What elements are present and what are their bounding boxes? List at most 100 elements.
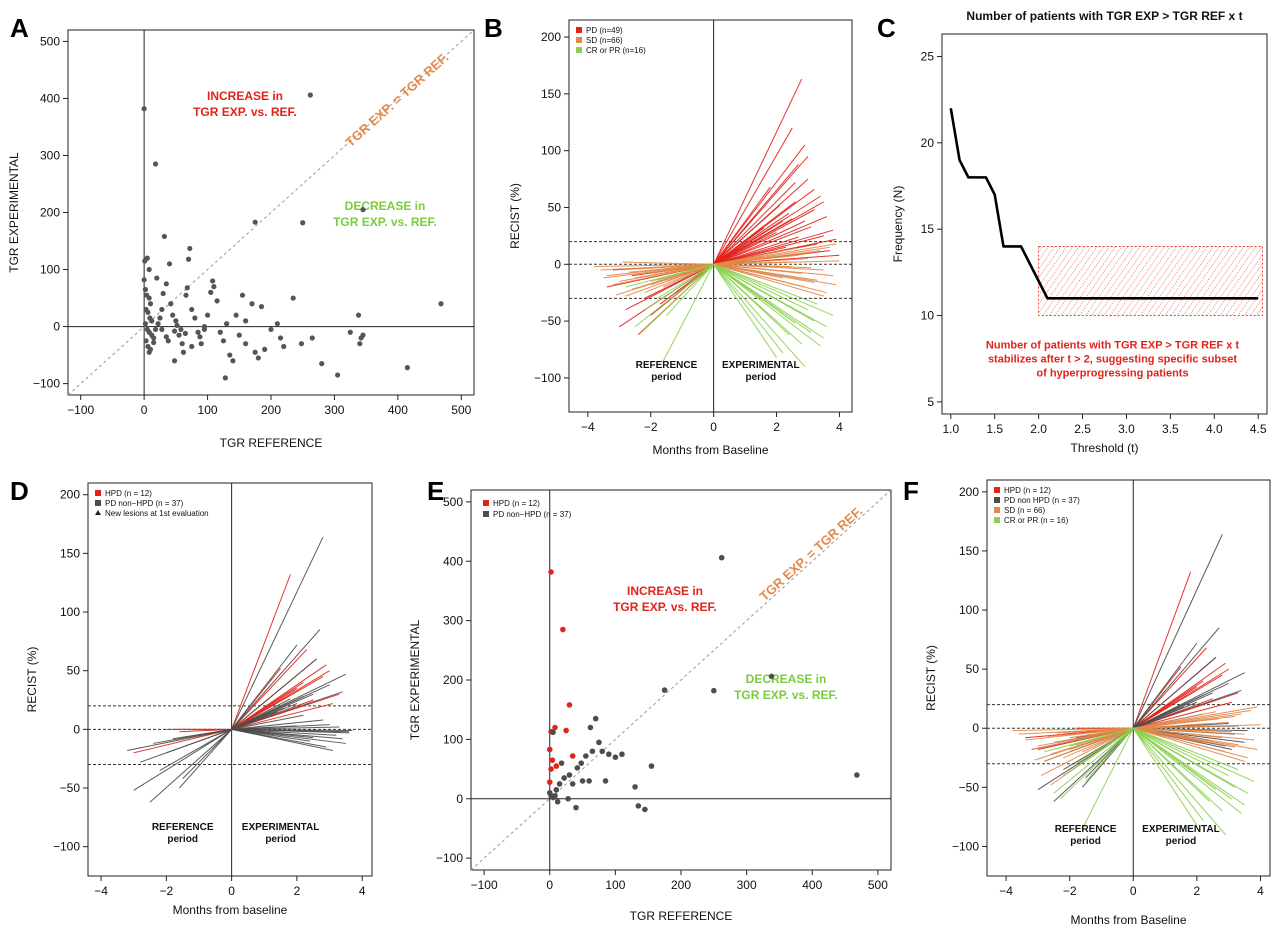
y-tick-label: 200 [40, 206, 60, 220]
legend-label: HPD (n = 12) [493, 499, 540, 508]
x-tick-label: −100 [471, 878, 498, 892]
plot-frame [986, 479, 1271, 877]
scatter-point [648, 763, 655, 769]
scatter-point [198, 341, 204, 347]
patient-trajectory [713, 144, 806, 265]
y-tick-label: 300 [40, 148, 60, 162]
patient-trajectory [628, 263, 714, 273]
scatter-point [163, 281, 169, 287]
y-tick-label: 200 [60, 488, 80, 502]
scatter-point [160, 290, 166, 297]
scatter-point [583, 753, 589, 759]
scatter-point [563, 727, 569, 734]
x-tick-label: 2 [1194, 884, 1201, 898]
scatter-point [152, 161, 159, 167]
scatter-point [569, 753, 576, 759]
patient-trajectory [231, 728, 353, 732]
increase-annotation: TGR EXP. vs. REF. [193, 105, 297, 119]
patient-trajectory [644, 263, 714, 311]
scatter-point [552, 724, 558, 731]
y-tick-label: 20 [921, 136, 935, 150]
patient-trajectory [713, 78, 803, 265]
patient-trajectory [713, 263, 809, 311]
patient-trajectory [713, 263, 812, 269]
patient-trajectory [1133, 727, 1236, 748]
x-tick-label: 2 [294, 884, 301, 898]
patient-trajectory [231, 728, 333, 751]
legend-swatch [994, 507, 1000, 513]
scatter-point [243, 318, 249, 324]
increase-annotation: TGR EXP. vs. REF. [613, 600, 717, 614]
scatter-point [223, 321, 230, 327]
patient-trajectory [625, 263, 714, 297]
patient-trajectory [713, 263, 812, 333]
patient-trajectory [133, 728, 232, 791]
scatter-point [549, 757, 556, 763]
x-axis-label: TGR REFERENCE [630, 909, 733, 923]
y-tick-label: 0 [456, 792, 463, 806]
panel-label: B [484, 13, 503, 43]
scatter-point [171, 358, 178, 364]
patient-trajectory [625, 263, 714, 311]
scatter-point [201, 323, 207, 330]
patient-trajectory [1133, 727, 1232, 733]
reference-period-label: REFERENCE [152, 822, 214, 833]
scatter-point [556, 781, 563, 787]
patient-trajectory [1133, 689, 1242, 729]
patient-trajectory [179, 729, 233, 789]
patient-trajectory [1132, 686, 1198, 729]
patient-trajectory [1132, 727, 1226, 835]
patient-trajectory [231, 714, 304, 730]
scatter-point [214, 298, 220, 304]
y-tick-label: 100 [959, 603, 979, 617]
x-tick-label: 3.5 [1162, 422, 1179, 436]
patient-trajectory [713, 182, 796, 265]
y-tick-label: 300 [443, 614, 463, 628]
scatter-point [179, 341, 185, 347]
patient-trajectory [1133, 727, 1226, 753]
legend-label: PD (n=49) [586, 26, 623, 35]
y-tick-label: 400 [443, 554, 463, 568]
x-tick-label: −2 [160, 884, 174, 898]
patient-trajectory [713, 127, 793, 265]
x-tick-label: 2.0 [1030, 422, 1047, 436]
legend-label: SD (n = 66) [1004, 506, 1045, 515]
scatter-point [143, 338, 149, 344]
x-tick-label: −4 [581, 420, 595, 434]
legend-swatch [483, 511, 489, 517]
y-tick-label: 50 [548, 200, 562, 214]
scatter-point [141, 106, 147, 112]
patient-trajectory [1063, 727, 1134, 776]
y-tick-label: 100 [443, 732, 463, 746]
scatter-point [144, 255, 150, 261]
y-tick-label: 0 [972, 721, 979, 735]
scatter-point [277, 335, 284, 341]
patient-trajectory [231, 703, 333, 730]
identity-line-label: TGR EXP. = TGR REF. [343, 50, 452, 150]
plot-frame [941, 33, 1268, 415]
scatter-point [183, 292, 189, 298]
y-axis-label: Frequency (N) [891, 186, 905, 263]
scatter-point [168, 301, 174, 307]
scatter-point [142, 286, 148, 293]
experimental-period-label: EXPERIMENTAL [1142, 824, 1220, 835]
scatter-point [548, 792, 554, 799]
scatter-point [163, 334, 169, 340]
y-tick-label: −100 [33, 377, 60, 391]
experimental-period-label: EXPERIMENTAL [242, 822, 320, 833]
x-tick-label: 500 [868, 878, 888, 892]
scatter-point [565, 795, 571, 802]
patient-trajectory [1047, 727, 1134, 738]
scatter-point [602, 778, 609, 784]
patient-trajectory [1059, 727, 1134, 800]
y-tick-label: 25 [921, 49, 935, 63]
scatter-point [599, 748, 606, 755]
x-tick-label: 100 [198, 403, 218, 417]
scatter-point [768, 673, 775, 680]
scatter-point [566, 772, 573, 778]
y-tick-label: 200 [541, 30, 561, 44]
patient-trajectory [1133, 711, 1217, 729]
scatter-point [335, 372, 341, 378]
scatter-point [236, 332, 242, 338]
x-tick-label: −2 [1063, 884, 1077, 898]
